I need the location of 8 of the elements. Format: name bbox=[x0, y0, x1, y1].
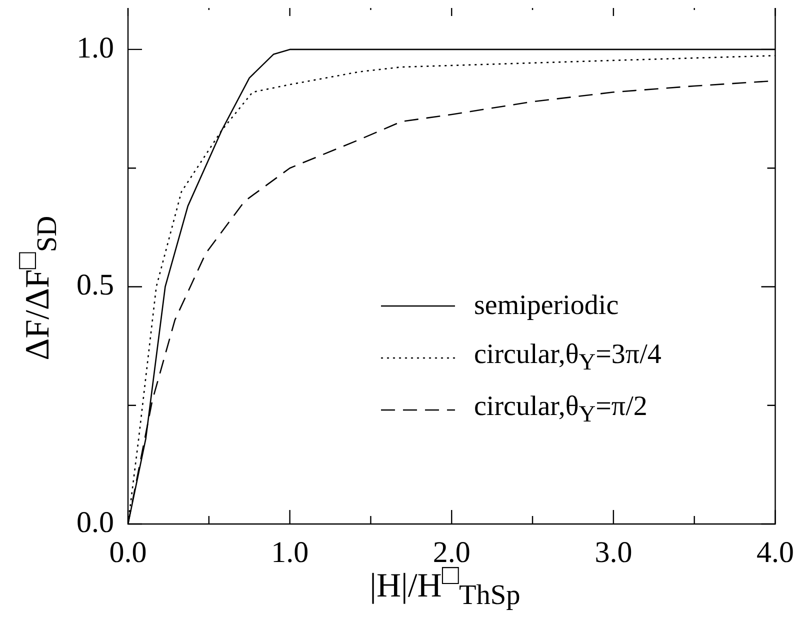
x-tick-label: 1.0 bbox=[271, 536, 309, 569]
x-tick-label: 3.0 bbox=[594, 536, 632, 569]
legend-label: circular,θ$_{Y}$=3π/4 bbox=[474, 339, 662, 377]
legend-label: semiperiodic bbox=[474, 290, 619, 322]
legend-label: circular,θ$_{Y}$=π/2 bbox=[474, 391, 648, 429]
x-tick-label: 4.0 bbox=[756, 536, 794, 569]
y-tick-label: 0.5 bbox=[76, 268, 114, 302]
y-tick-label: 1.0 bbox=[76, 31, 114, 64]
